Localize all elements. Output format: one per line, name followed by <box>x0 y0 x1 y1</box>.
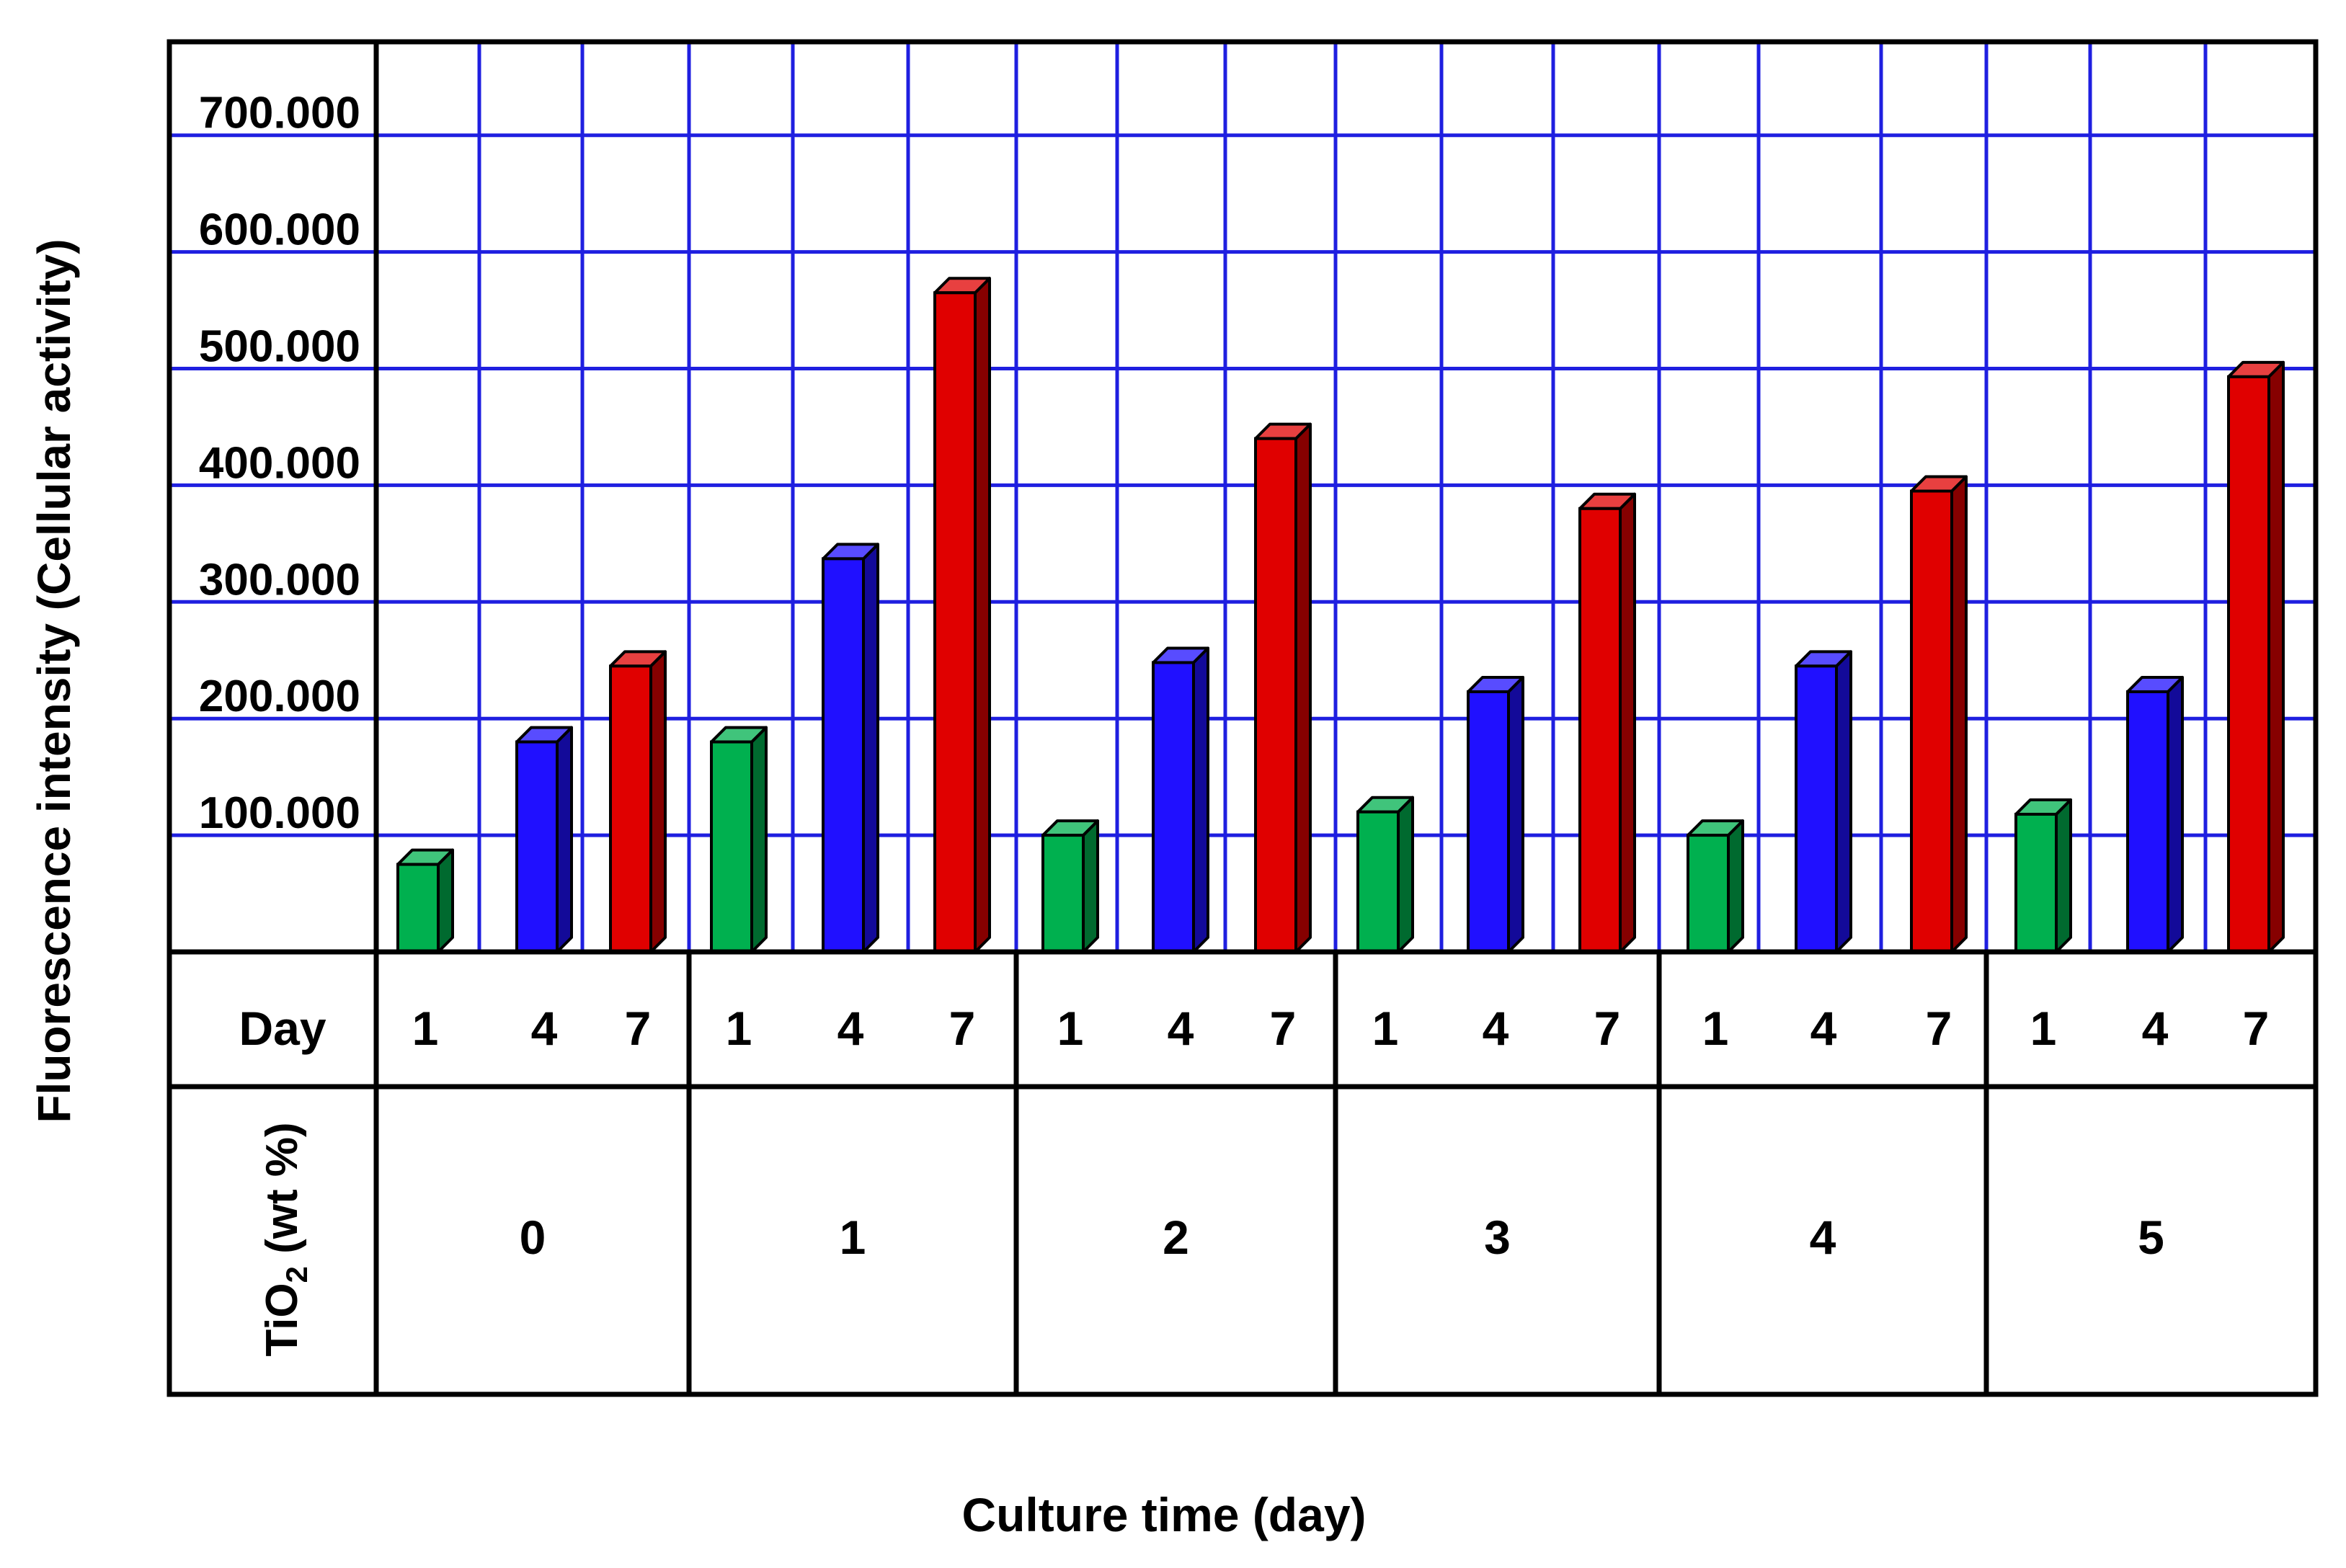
bar-side <box>862 543 879 953</box>
bar-tio2-5-day-1 <box>2014 798 2072 954</box>
bar-front <box>1687 834 1730 953</box>
tio2-group-label: 3 <box>1484 1211 1511 1264</box>
y-tick-label: 700.000 <box>199 89 360 138</box>
bar-tio2-0-day-7 <box>609 650 667 953</box>
bar-front <box>710 740 753 953</box>
bar-tio2-2-day-4 <box>1152 646 1209 953</box>
day-tick-label: 4 <box>1483 1002 1509 1055</box>
y-tick-label: 400.000 <box>199 438 360 488</box>
bar-tio2-2-day-7 <box>1254 422 1312 953</box>
bar-front <box>1041 834 1085 953</box>
day-tick-label: 7 <box>2243 1002 2270 1055</box>
bar-side <box>1397 796 1414 953</box>
y-axis-title: Fluorescence intensity (Cellular activit… <box>28 239 80 1123</box>
bar-tio2-5-day-7 <box>2227 360 2285 953</box>
bar-side <box>974 277 991 953</box>
bar-front <box>2126 690 2169 953</box>
tio2-group-label: 2 <box>1163 1211 1189 1264</box>
bar-front <box>1467 690 1510 953</box>
bar-side <box>649 650 667 953</box>
y-tick-label: 100.000 <box>199 788 360 838</box>
day-tick-label: 4 <box>1168 1002 1194 1055</box>
bar-tio2-0-day-4 <box>515 726 573 953</box>
bars <box>396 277 2285 954</box>
bar-front <box>1910 489 1953 953</box>
day-tick-label: 1 <box>1372 1002 1399 1055</box>
labels: 100.000 200.000 300.000 400.000 500.000 600.0… <box>28 89 2269 1541</box>
bar-side <box>1619 492 1636 953</box>
y-tick-label: 300.000 <box>199 555 360 605</box>
bar-front <box>1254 437 1297 953</box>
bar-tio2-1-day-1 <box>710 726 768 953</box>
bar-tio2-1-day-4 <box>822 543 879 953</box>
bar-side <box>1950 475 1968 953</box>
tio2-row-label-subscript: 2 <box>280 1266 314 1283</box>
bar-side <box>1294 422 1312 953</box>
bar-front <box>2014 812 2058 954</box>
bar-tio2-2-day-1 <box>1041 819 1099 953</box>
tio2-row-label-main: TiO <box>257 1283 307 1356</box>
bar-front <box>933 291 977 953</box>
y-tick-label: 500.000 <box>199 322 360 372</box>
bar-tio2-3-day-4 <box>1467 675 1524 953</box>
day-row-label: Day <box>239 1002 326 1055</box>
tio2-group-label: 5 <box>2138 1211 2164 1264</box>
bar-tio2-4-day-4 <box>1795 650 1852 953</box>
bar-front <box>822 557 865 953</box>
bar-front <box>1578 507 1622 953</box>
bar-front <box>1795 664 1838 953</box>
bar-side <box>1192 646 1209 953</box>
day-tick-label: 1 <box>412 1002 439 1055</box>
plot-frame <box>166 39 2319 1397</box>
day-tick-label: 4 <box>2142 1002 2169 1055</box>
bar-tio2-4-day-1 <box>1687 819 1744 953</box>
bar-side <box>2055 798 2072 953</box>
bar-front <box>2227 375 2270 953</box>
frame <box>166 39 2319 1397</box>
y-tick-label: 600.000 <box>199 205 360 255</box>
day-tick-label: 7 <box>1594 1002 1621 1055</box>
bar-tio2-3-day-7 <box>1578 492 1636 953</box>
bar-front <box>1152 661 1195 953</box>
day-tick-label: 7 <box>1926 1002 1952 1055</box>
bar-side <box>750 726 768 953</box>
bar-front <box>1356 810 1400 953</box>
bar-tio2-5-day-4 <box>2126 675 2184 953</box>
tio2-row-label: TiO2 (wt %) <box>257 1122 314 1356</box>
day-tick-label: 7 <box>625 1002 652 1055</box>
tio2-group-label: 1 <box>840 1211 866 1264</box>
bar-tio2-4-day-7 <box>1910 475 1968 953</box>
day-tick-label: 7 <box>949 1002 976 1055</box>
grid <box>169 42 2316 952</box>
bar-front <box>609 664 652 953</box>
tio2-group-label: 4 <box>1810 1211 1836 1264</box>
bar-side <box>1507 675 1524 953</box>
bar-front <box>396 863 440 953</box>
bar-tio2-3-day-1 <box>1356 796 1414 953</box>
day-tick-label: 1 <box>1057 1002 1084 1055</box>
day-tick-label: 1 <box>726 1002 752 1055</box>
day-tick-label: 1 <box>2030 1002 2057 1055</box>
day-tick-label: 7 <box>1270 1002 1297 1055</box>
day-tick-label: 1 <box>1702 1002 1729 1055</box>
bar-side <box>556 726 573 953</box>
bar-side <box>2167 675 2184 953</box>
y-tick-label: 200.000 <box>199 672 360 721</box>
bar-side <box>1727 819 1744 953</box>
bar-side <box>1835 650 1852 953</box>
tio2-row-label-tail: (wt %) <box>257 1122 307 1266</box>
day-tick-label: 4 <box>837 1002 864 1055</box>
day-tick-label: 4 <box>531 1002 558 1055</box>
x-axis-title: Culture time (day) <box>961 1488 1366 1541</box>
bar-front <box>515 740 559 953</box>
bar-side <box>2267 360 2285 953</box>
bar-tio2-1-day-7 <box>933 277 991 953</box>
bar-side <box>437 848 454 953</box>
bar-side <box>1082 819 1099 953</box>
day-tick-label: 4 <box>1810 1002 1837 1055</box>
bar-tio2-0-day-1 <box>396 848 454 953</box>
tio2-group-label: 0 <box>520 1211 546 1264</box>
